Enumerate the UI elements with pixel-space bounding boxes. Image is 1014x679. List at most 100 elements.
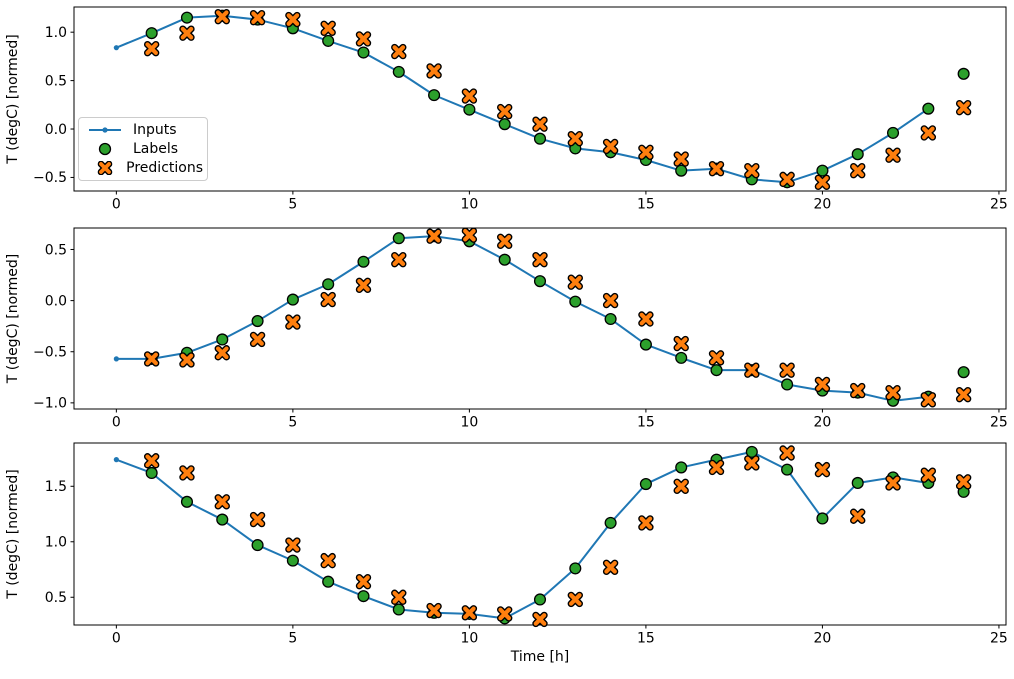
labels-marker [675,164,688,177]
y-axis-label: T (degC) [normed] [5,34,21,165]
predictions-marker [816,175,829,189]
predictions-marker [922,126,935,140]
predictions-marker [498,607,511,621]
predictions-marker [922,393,935,407]
predictions-marker [251,513,264,526]
predictions-marker [392,253,406,267]
x-tick-label: 0 [112,197,121,213]
labels-marker [357,590,370,603]
legend-item-labels: Labels [87,139,203,158]
predictions-marker [498,105,511,118]
x-tick-label: 0 [112,631,121,647]
labels-marker [428,89,441,102]
predictions-marker [886,386,900,399]
labels-marker [957,67,970,80]
legend-label-predictions: Predictions [126,160,203,177]
predictions-marker [357,32,370,46]
y-tick-label: 1.5 [45,479,67,495]
predictions-marker [251,11,264,24]
inputs-line [115,14,929,184]
predictions-marker [286,13,300,26]
labels-marker [251,539,264,552]
legend-label-labels: Labels [133,140,179,157]
labels-marker [322,34,335,47]
labels-marker [322,575,335,588]
predictions-marker [569,275,582,289]
x-tick-label: 10 [460,197,478,213]
predictions-marker [357,575,370,589]
x-tick-label: 20 [814,197,832,213]
x-tick-label: 5 [288,631,297,647]
labels-marker [569,295,582,308]
y-tick-label: 0.5 [45,73,67,89]
predictions-marker [392,590,406,604]
predictions-marker [533,117,547,131]
y-tick-label: 0.5 [45,590,67,606]
labels-marker [533,275,547,288]
predictions-marker [639,516,653,530]
y-tick-label: 0.0 [45,293,67,309]
labels-marker [851,476,864,490]
labels-marker [322,278,335,291]
predictions-marker [145,352,158,366]
x-tick-label: 15 [637,415,655,431]
y-tick-label: −1.0 [33,396,67,412]
predictions-marker [215,346,229,360]
predictions-marker [463,228,476,242]
predictions-marker [780,446,794,460]
labels-marker [851,148,864,161]
inputs-line [116,450,929,620]
predictions-marker [710,162,723,176]
labels-marker [216,333,229,346]
x-tick-label: 15 [637,197,655,213]
labels-marker [639,478,652,491]
predictions-marker [251,333,264,346]
inputs-marker [113,457,119,463]
x-tick-label: 20 [814,631,832,647]
predictions-marker [816,378,829,391]
predictions-marker [463,606,476,620]
predictions-marker [498,234,511,248]
legend: Inputs Labels Predictions [78,117,208,181]
predictions-marker [922,468,935,482]
labels-marker [675,461,688,474]
y-tick-label: 0.0 [45,122,67,138]
axes-spines [73,227,1007,410]
predictions-marker [780,173,794,186]
labels-marker [675,351,688,364]
labels-marker [145,466,158,480]
predictions-marker [957,475,970,489]
y-axis-ticks: 1.0 0.5 0.0 −0.5 [33,25,74,186]
y-axis-label: T (degC) [normed] [5,254,21,385]
y-axis-label: T (degC) [normed] [5,469,21,600]
subplot-3-inputs-series [113,449,931,621]
labels-marker [745,445,758,458]
predictions-marker [180,466,194,480]
subplot-1-inputs-series [113,13,931,185]
labels-marker [498,253,511,266]
labels-marker [604,312,617,326]
predictions-marker [215,10,229,23]
predictions-marker [180,353,194,367]
predictions-marker [745,164,759,177]
y-axis-ticks: 1.5 1.0 0.5 [45,479,74,606]
labels-marker [463,103,476,116]
predictions-marker [145,454,158,468]
x-tick-label: 10 [460,415,478,431]
predictions-marker [321,22,335,35]
y-tick-label: 0.5 [45,242,67,258]
y-tick-label: 1.0 [45,535,67,551]
predictions-marker [851,509,865,523]
labels-marker [922,102,935,115]
predictions-marker [674,479,688,493]
legend-item-predictions: Predictions [87,159,203,178]
labels-marker [180,11,194,24]
legend-item-inputs: Inputs [87,120,203,139]
x-tick-label: 5 [288,415,297,431]
axes-spines [73,6,1007,192]
axes-spines [73,442,1007,626]
predictions-marker [639,312,653,326]
y-axis-ticks: 0.5 0.0 −0.5 −1.0 [33,242,74,412]
subplot-1-predictions-series [143,8,972,190]
